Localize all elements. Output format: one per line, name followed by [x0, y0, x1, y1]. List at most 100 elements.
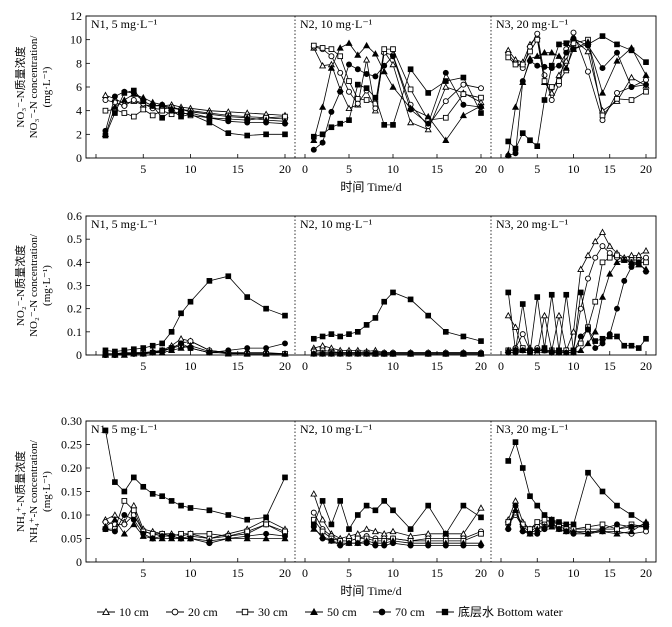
- data-point: [121, 110, 128, 116]
- data-point: [519, 130, 526, 136]
- x-tick-label: 20: [640, 359, 652, 373]
- data-point: [592, 338, 599, 344]
- x-axis-label: 时间 Time/d: [340, 180, 401, 194]
- y-tick-label: 0.20: [61, 461, 82, 475]
- data-point: [519, 78, 526, 85]
- data-point: [225, 273, 232, 280]
- data-point: [541, 63, 548, 70]
- data-point: [346, 78, 352, 84]
- chart-row-3: 0 0.05 0.10 0.15 0.20 0.25 0.30 NH₄⁺-N质量浓度 NH₄⁺-…: [13, 414, 657, 598]
- y-axis-label: (mg·L⁻¹): [41, 471, 53, 512]
- legend-item: 70 cm: [373, 605, 425, 619]
- x-tick-label: 0: [498, 359, 504, 373]
- y-tick-label: 0.30: [61, 414, 82, 428]
- data-point: [478, 85, 484, 92]
- legend-item: 30 cm: [236, 605, 288, 619]
- data-point: [149, 342, 156, 349]
- y-tick-label: 0.05: [61, 532, 82, 546]
- data-point: [585, 530, 591, 537]
- data-point: [337, 120, 344, 127]
- x-tick-label: 10: [568, 566, 580, 580]
- data-point: [346, 350, 352, 357]
- data-point: [149, 349, 156, 356]
- data-point: [541, 78, 548, 84]
- data-point: [570, 35, 577, 42]
- data-point: [327, 64, 335, 71]
- data-point: [140, 98, 147, 105]
- data-point: [262, 534, 270, 542]
- data-point: [519, 331, 526, 338]
- data-point: [613, 530, 621, 537]
- data-point: [534, 347, 541, 354]
- data-point: [111, 515, 119, 523]
- data-point: [606, 270, 614, 277]
- data-point: [328, 124, 335, 131]
- data-point: [206, 349, 213, 356]
- series-line: [105, 519, 285, 542]
- data-point: [442, 69, 449, 76]
- data-point: [548, 349, 555, 356]
- series-5: [310, 53, 484, 153]
- data-point: [159, 340, 165, 347]
- panel-2-3: 0 5 10 15 20 N3, 20 mg·L⁻¹: [496, 217, 652, 373]
- y-axis-label: NH₄⁺-N concentration/: [28, 439, 40, 543]
- series-5: [505, 259, 649, 356]
- data-point: [328, 46, 335, 52]
- y-tick-label: 10: [70, 33, 82, 47]
- data-point: [390, 507, 396, 514]
- data-point: [512, 145, 519, 152]
- x-tick-label: 15: [431, 359, 443, 373]
- data-point: [598, 293, 607, 300]
- data-point: [642, 247, 650, 254]
- data-point: [363, 322, 370, 328]
- data-point: [577, 265, 585, 272]
- data-point: [130, 350, 137, 357]
- series-6: [310, 289, 484, 344]
- data-point: [310, 42, 317, 49]
- data-point: [598, 228, 607, 235]
- data-point: [534, 519, 541, 525]
- data-point: [354, 350, 361, 357]
- data-point: [159, 347, 166, 354]
- data-point: [562, 64, 570, 71]
- data-point: [548, 516, 555, 523]
- series-6: [102, 427, 288, 523]
- series-line: [105, 90, 285, 136]
- data-point: [372, 315, 379, 321]
- y-tick-label: 0.10: [61, 508, 82, 522]
- data-point: [112, 348, 118, 355]
- data-point: [168, 329, 175, 335]
- data-point: [363, 56, 371, 63]
- data-point: [121, 512, 128, 518]
- y-tick-label: 12: [70, 9, 82, 23]
- data-point: [407, 296, 414, 303]
- data-point: [478, 530, 484, 537]
- data-point: [178, 535, 185, 542]
- series-6: [505, 289, 649, 356]
- data-point: [570, 46, 577, 52]
- data-point: [620, 256, 628, 263]
- data-point: [319, 61, 327, 69]
- legend-label: 10 cm: [119, 605, 149, 619]
- data-point: [599, 65, 606, 72]
- data-point: [577, 346, 585, 354]
- series-6: [102, 87, 288, 139]
- data-point: [130, 520, 138, 528]
- data-point: [643, 81, 649, 88]
- data-point: [177, 335, 185, 342]
- data-point: [282, 533, 288, 540]
- data-point: [346, 331, 352, 337]
- data-point: [244, 528, 251, 535]
- y-axis-label: (mg·L⁻¹): [41, 66, 53, 107]
- series-1: [310, 490, 485, 542]
- data-point: [563, 291, 570, 298]
- data-point: [187, 535, 194, 542]
- data-point: [371, 50, 379, 57]
- data-point: [319, 342, 327, 349]
- x-tick-label: 0: [302, 162, 308, 176]
- data-point: [621, 277, 628, 284]
- x-tick-label: 20: [640, 566, 652, 580]
- y-tick-label: 0: [76, 348, 82, 362]
- data-point: [599, 112, 606, 119]
- x-tick-label: 15: [604, 566, 616, 580]
